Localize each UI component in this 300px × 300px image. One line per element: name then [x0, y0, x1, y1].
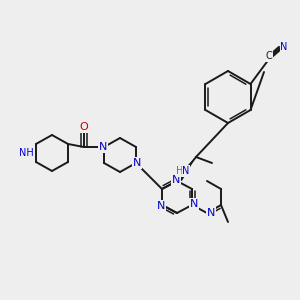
- Text: N: N: [133, 158, 141, 168]
- Text: O: O: [80, 122, 88, 132]
- Text: N: N: [280, 42, 288, 52]
- Text: N: N: [99, 142, 107, 152]
- Text: NH: NH: [19, 148, 33, 158]
- Text: H: H: [176, 166, 184, 176]
- Polygon shape: [176, 157, 196, 181]
- Text: N: N: [190, 199, 198, 209]
- Text: N: N: [182, 166, 190, 176]
- Text: N: N: [157, 201, 165, 211]
- Text: N: N: [172, 175, 180, 185]
- Text: N: N: [207, 208, 215, 218]
- Text: C: C: [266, 51, 272, 61]
